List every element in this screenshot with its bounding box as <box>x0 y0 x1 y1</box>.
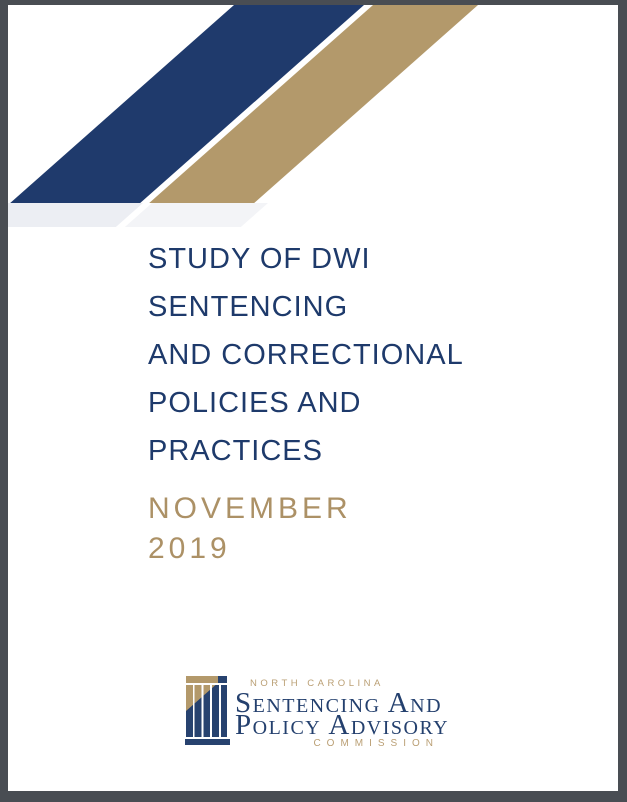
banner-stripe-gray-left <box>8 203 144 227</box>
report-title: STUDY OF DWI SENTENCING AND CORRECTIONAL… <box>148 235 464 475</box>
report-date: NOVEMBER 2019 <box>148 489 352 569</box>
column-base <box>185 739 230 745</box>
date-line-year: 2019 <box>148 532 231 565</box>
logo-name-line-2: Policy Advisory <box>235 709 450 741</box>
organization-logo: NORTH CAROLINA Sentencing And Policy Adv… <box>8 676 618 750</box>
column-icon <box>185 676 230 745</box>
report-cover-page: STUDY OF DWI SENTENCING AND CORRECTIONAL… <box>8 5 618 791</box>
title-line-4: POLICIES AND <box>148 387 362 419</box>
column-shaft <box>186 685 227 737</box>
logo-name-line-1: Sentencing And <box>235 687 443 719</box>
title-line-3: AND CORRECTIONAL <box>148 339 464 371</box>
cover-banner-graphic <box>8 5 618 237</box>
title-line-2: SENTENCING <box>148 291 349 323</box>
column-shaft-flutes <box>186 685 227 737</box>
title-line-5: PRACTICES <box>148 435 323 467</box>
logo-region-text: NORTH CAROLINA <box>250 678 384 689</box>
date-line-month: NOVEMBER <box>148 492 352 525</box>
organization-name-block: NORTH CAROLINA Sentencing And Policy Adv… <box>235 676 450 750</box>
column-cap <box>186 676 227 683</box>
title-line-1: STUDY OF DWI <box>148 243 371 275</box>
banner-stripe-gray-right <box>124 203 269 227</box>
logo-suffix-text: COMMISSION <box>313 738 439 749</box>
